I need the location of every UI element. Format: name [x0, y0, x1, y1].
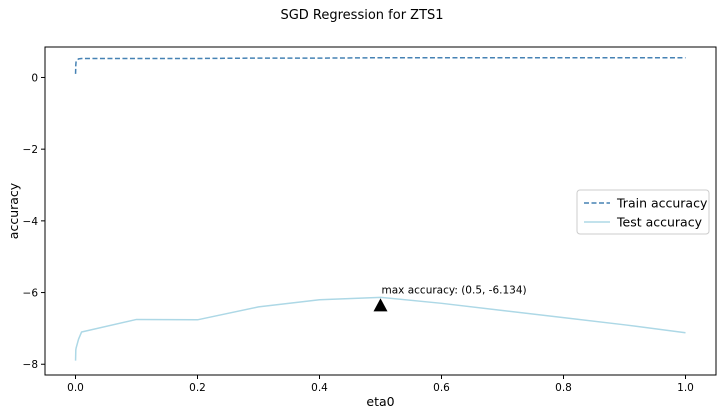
- legend: Train accuracy Test accuracy: [576, 189, 710, 235]
- legend-box: [576, 189, 710, 235]
- y-tick-label: −8: [23, 359, 38, 371]
- y-tick-label: −6: [23, 288, 39, 300]
- x-axis: 0.0 0.2 0.4 0.6 0.8 1.0: [67, 375, 694, 394]
- x-tick-label: 0.0: [67, 382, 84, 394]
- x-axis-label: eta0: [366, 394, 394, 409]
- x-tick-label: 0.6: [433, 382, 450, 394]
- legend-label: Test accuracy: [616, 215, 703, 230]
- plot-frame: [44, 46, 717, 376]
- x-tick-label: 0.8: [555, 382, 572, 394]
- chart-title: SGD Regression for ZTS1: [280, 8, 443, 23]
- annotation-layer: max accuracy: (0.5, -6.134): [373, 284, 527, 312]
- series-layer: [74, 57, 686, 361]
- max-accuracy-marker: [373, 298, 388, 312]
- y-tick-label: −4: [23, 216, 39, 228]
- y-axis: 0 −2 −4 −6 −8: [23, 72, 45, 371]
- x-tick-label: 0.4: [311, 382, 328, 394]
- legend-label: Train accuracy: [616, 196, 708, 211]
- y-tick-label: 0: [31, 72, 38, 84]
- y-axis-label: accuracy: [6, 182, 21, 239]
- x-tick-label: 1.0: [677, 382, 694, 394]
- series-line-test: [74, 296, 686, 361]
- series-line-train: [74, 57, 686, 74]
- x-tick-label: 0.2: [189, 382, 206, 394]
- y-tick-label: −2: [23, 144, 38, 156]
- max-accuracy-annotation: max accuracy: (0.5, -6.134): [382, 284, 527, 296]
